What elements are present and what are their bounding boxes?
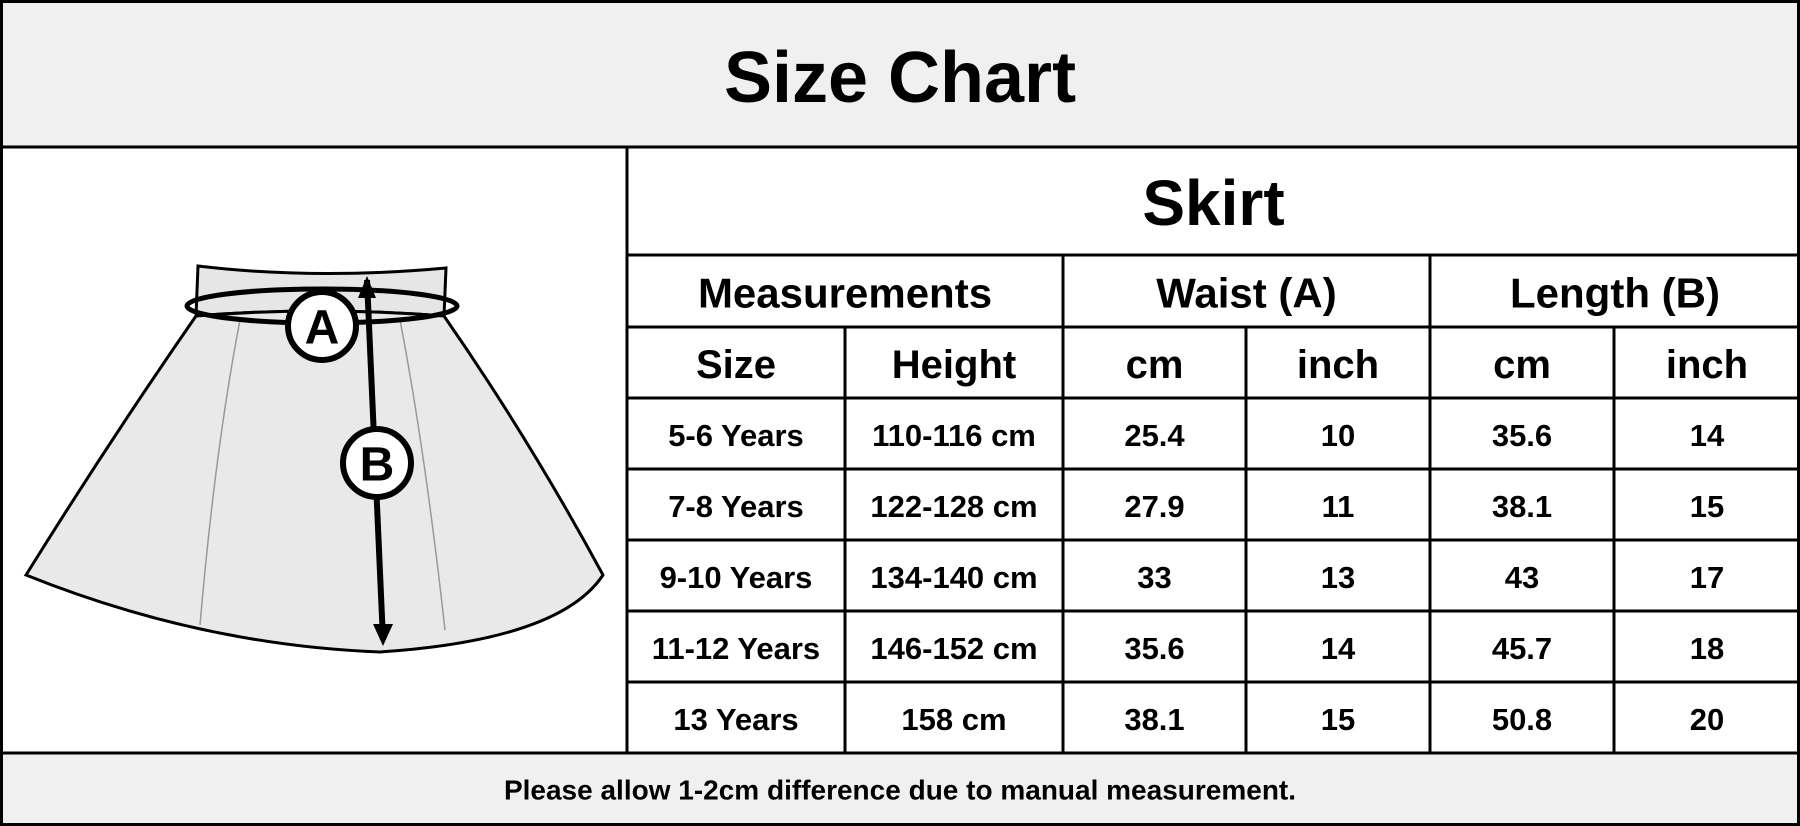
table-cell: 25.4	[1124, 418, 1185, 453]
table-cell: 43	[1505, 560, 1539, 595]
table-cell: 35.6	[1124, 631, 1184, 666]
group-header: Length (B)	[1510, 270, 1720, 317]
group-header: Measurements	[698, 270, 992, 317]
table-cell: 50.8	[1492, 702, 1552, 737]
skirt-diagram: A B	[23, 264, 605, 654]
table-cell: 11-12 Years	[652, 631, 820, 666]
table-cell: 13	[1321, 560, 1355, 595]
table-title: Skirt	[1142, 167, 1284, 239]
table-cell: 122-128 cm	[870, 489, 1037, 524]
table-cell: 110-116 cm	[872, 418, 1036, 453]
table-cell: 27.9	[1124, 489, 1184, 524]
table-cell: 7-8 Years	[668, 489, 804, 524]
table-cell: 15	[1690, 489, 1724, 524]
table-cell: 15	[1321, 702, 1355, 737]
table-cell: 45.7	[1492, 631, 1552, 666]
column-header: cm	[1126, 343, 1184, 387]
table-cell: 20	[1690, 702, 1724, 737]
diagram-label: A	[305, 302, 340, 355]
table-cell: 33	[1137, 560, 1171, 595]
table-cell: 14	[1321, 631, 1356, 666]
label-circle	[340, 426, 414, 500]
table-cell: 5-6 Years	[668, 418, 804, 453]
table-cell: 9-10 Years	[660, 560, 813, 595]
diagram-label: B	[360, 439, 395, 492]
title-band	[0, 0, 1800, 147]
table-cell: 35.6	[1492, 418, 1552, 453]
table-cell: 158 cm	[901, 702, 1006, 737]
table-cell: 10	[1321, 418, 1355, 453]
table-cell: 38.1	[1492, 489, 1552, 524]
column-header: inch	[1666, 343, 1748, 387]
table-cell: 17	[1690, 560, 1724, 595]
seam	[199, 319, 446, 631]
group-header: Waist (A)	[1156, 270, 1336, 317]
column-header: cm	[1493, 343, 1551, 387]
table-cell: 11	[1322, 489, 1355, 524]
label-circle	[285, 289, 359, 363]
page-title: Size Chart	[724, 38, 1076, 118]
table-cell: 13 Years	[673, 702, 798, 737]
column-header: Height	[892, 343, 1016, 387]
column-header: Size	[696, 343, 776, 387]
table-cell: 134-140 cm	[870, 560, 1037, 595]
table-cell: 38.1	[1124, 702, 1184, 737]
column-header: inch	[1297, 343, 1379, 387]
table-cell: 14	[1690, 418, 1725, 453]
footer-band	[0, 753, 1800, 826]
footer-note: Please allow 1-2cm difference due to man…	[504, 775, 1296, 806]
table-cell: 18	[1690, 631, 1724, 666]
table-cell: 146-152 cm	[870, 631, 1037, 666]
